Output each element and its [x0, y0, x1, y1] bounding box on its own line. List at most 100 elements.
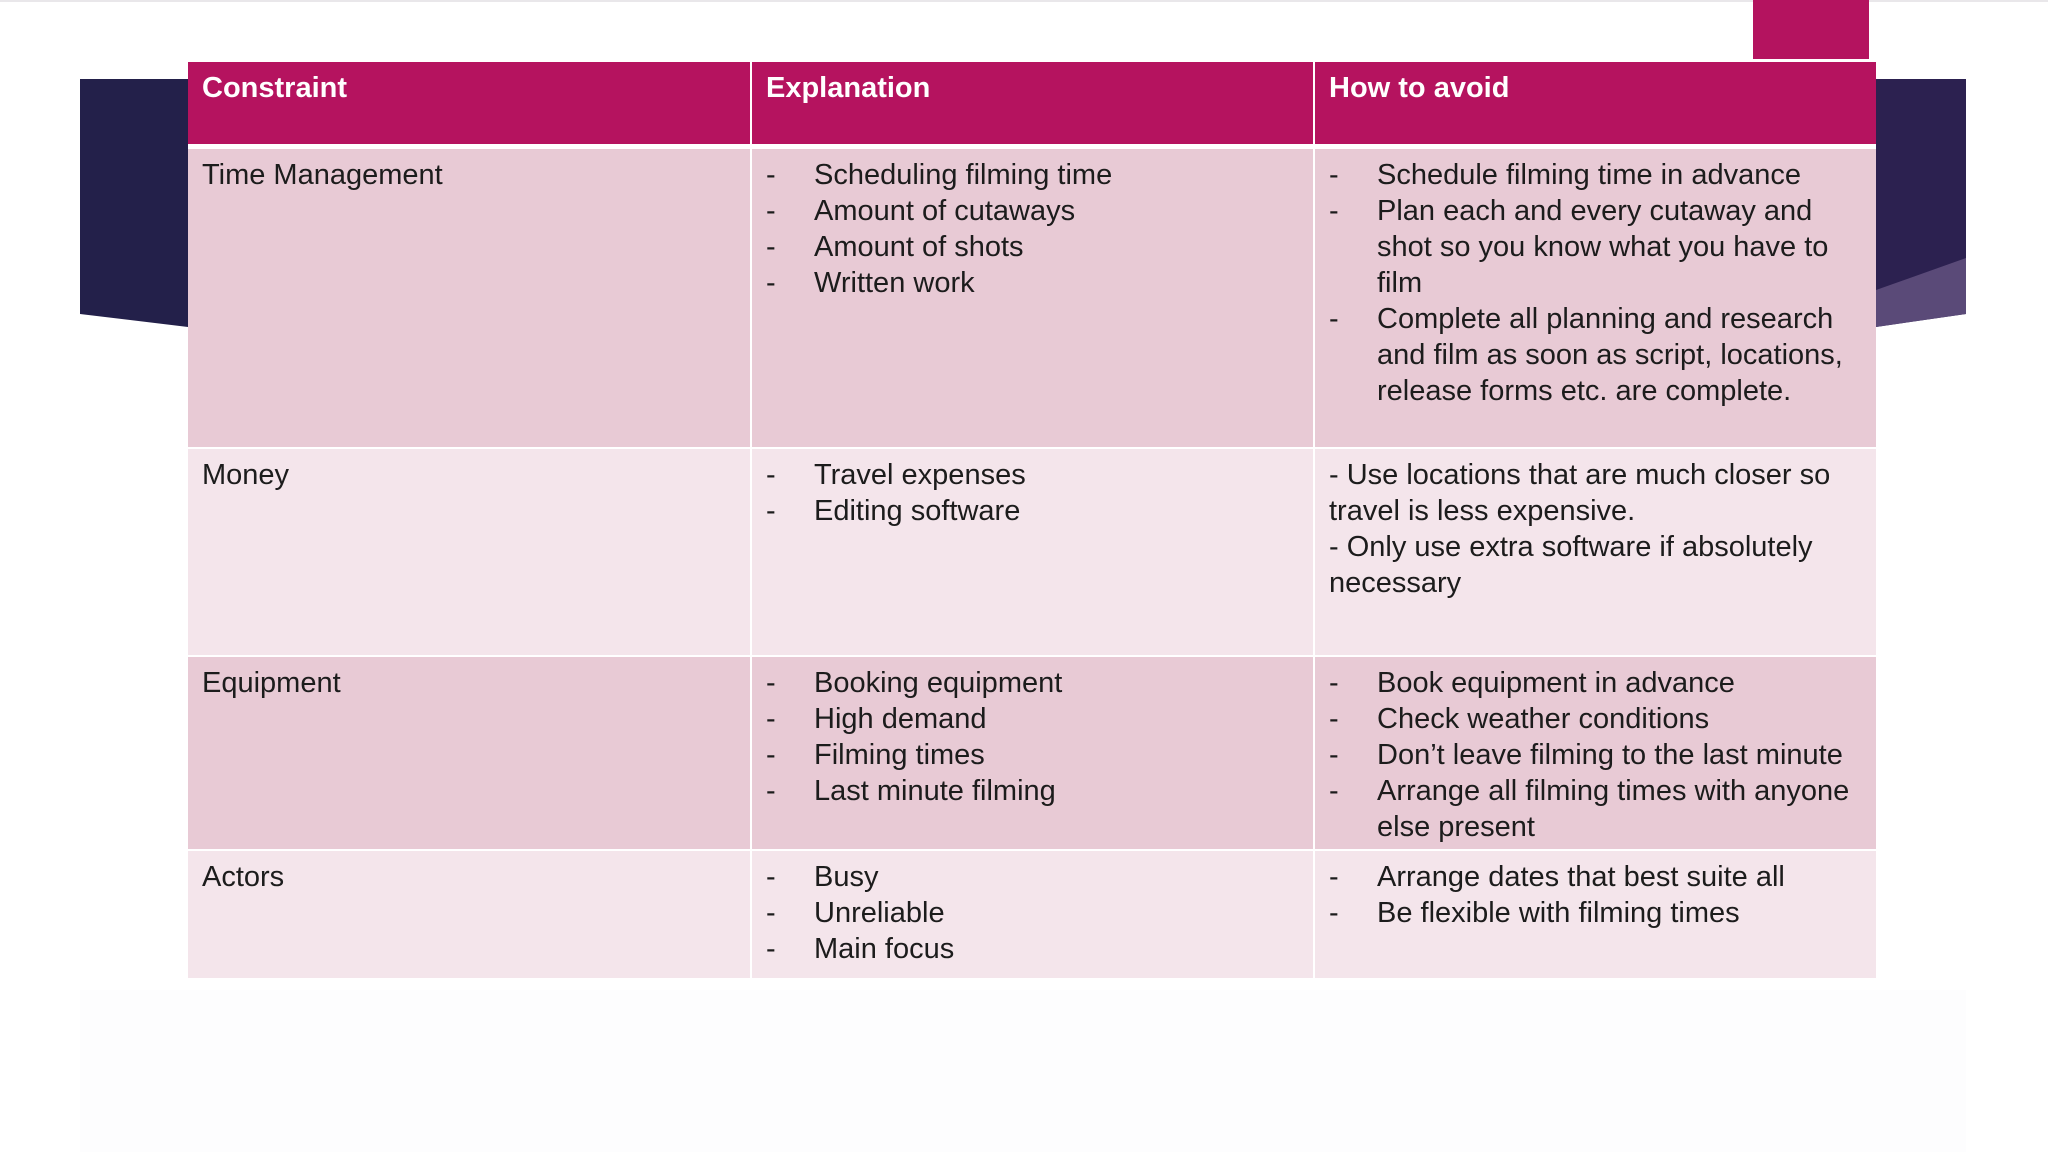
- list-item: - High demand: [766, 701, 1299, 737]
- list-item-text: Scheduling filming time: [814, 158, 1113, 191]
- dash-mark: -: [766, 230, 776, 263]
- dash-mark: -: [766, 897, 776, 929]
- dash-mark: -: [766, 459, 776, 491]
- constraint-cell: Time Management: [188, 146, 752, 449]
- header-constraint: Constraint: [188, 62, 752, 149]
- list-item-text: Unreliable: [814, 897, 945, 929]
- list-item: - Amount of cutaways: [766, 193, 1299, 229]
- dash-mark: -: [766, 495, 776, 527]
- list-item-text: Editing software: [814, 495, 1021, 527]
- list-item: - Arrange dates that best suite all: [1329, 859, 1862, 895]
- avoid-line: - Only use extra software if absolutely …: [1329, 531, 1813, 599]
- list-item: - Amount of shots: [766, 229, 1299, 265]
- avoid-list: - Book equipment in advance - Check weathe…: [1329, 665, 1862, 845]
- explanation-list: - Scheduling filming time - Amount of cuta…: [766, 157, 1299, 301]
- dash-mark: -: [1329, 861, 1339, 893]
- dash-mark: -: [766, 158, 776, 191]
- slide-bottom-shade: [80, 990, 1966, 1152]
- list-item-text: Booking equipment: [814, 667, 1063, 699]
- constraint-cell: Money: [188, 448, 752, 657]
- list-item-text: Filming times: [814, 739, 985, 771]
- avoid-list: - Arrange dates that best suite all - Be f…: [1329, 859, 1862, 931]
- list-item: - Book equipment in advance: [1329, 665, 1862, 701]
- explanation-cell: - Booking equipment - High demand - Filming…: [751, 656, 1315, 851]
- header-explanation: Explanation: [751, 62, 1315, 149]
- list-item: - Plan each and every cutaway and shot so…: [1329, 193, 1862, 301]
- dash-mark: -: [1329, 302, 1339, 335]
- dash-mark: -: [1329, 667, 1339, 699]
- table-header-row: Constraint Explanation How to avoid: [188, 62, 1876, 149]
- list-item-text: Schedule filming time in advance: [1377, 158, 1801, 191]
- explanation-cell: - Scheduling filming time - Amount of cuta…: [751, 146, 1315, 449]
- list-item: - Arrange all filming times with anyone e…: [1329, 773, 1862, 845]
- list-item: - Unreliable: [766, 895, 1299, 931]
- left-banner-shape: [80, 79, 188, 327]
- list-item-text: Main focus: [814, 933, 955, 965]
- right-banner-shape: [1876, 79, 1966, 327]
- list-item-text: Travel expenses: [814, 459, 1026, 491]
- dash-mark: -: [766, 266, 776, 299]
- list-item-text: High demand: [814, 703, 987, 735]
- explanation-cell: - Busy - Unreliable - Main focus: [751, 850, 1315, 980]
- list-item-text: Amount of shots: [814, 230, 1024, 263]
- table-row: Equipment - Booking equipment - High deman…: [188, 656, 1876, 851]
- list-item-text: Arrange all filming times with anyone el…: [1377, 775, 1850, 843]
- constraints-table-wrapper: Constraint Explanation How to avoid Time…: [188, 62, 1876, 980]
- avoid-line: - Use locations that are much closer so …: [1329, 459, 1831, 527]
- dash-mark: -: [1329, 739, 1339, 771]
- list-item: - Filming times: [766, 737, 1299, 773]
- dash-mark: -: [766, 194, 776, 227]
- list-item-text: Busy: [814, 861, 879, 893]
- list-item: - Main focus: [766, 931, 1299, 967]
- right-banner-highlight: [1876, 258, 1966, 327]
- list-item: - Scheduling filming time: [766, 157, 1299, 193]
- dash-mark: -: [766, 933, 776, 965]
- avoid-list: - Schedule filming time in advance - Plan …: [1329, 157, 1862, 409]
- list-item: - Last minute filming: [766, 773, 1299, 809]
- constraint-cell: Actors: [188, 850, 752, 980]
- list-item-text: Check weather conditions: [1377, 703, 1710, 735]
- constraint-cell: Equipment: [188, 656, 752, 851]
- list-item-text: Written work: [814, 266, 975, 299]
- dash-mark: -: [1329, 158, 1339, 191]
- constraints-table: Constraint Explanation How to avoid Time…: [188, 62, 1876, 980]
- accent-tab: [1753, 0, 1869, 59]
- table-row: Time Management - Scheduling filming time…: [188, 146, 1876, 449]
- list-item: - Complete all planning and research and …: [1329, 301, 1862, 409]
- avoid-cell: - Schedule filming time in advance - Plan …: [1314, 146, 1876, 449]
- dash-mark: -: [1329, 775, 1339, 807]
- list-item-text: Be flexible with filming times: [1377, 897, 1740, 929]
- table-row: Actors - Busy - Unreliable - Main focus - Ar…: [188, 850, 1876, 980]
- list-item: - Be flexible with filming times: [1329, 895, 1862, 931]
- table-row: Money - Travel expenses - Editing software…: [188, 448, 1876, 657]
- dash-mark: -: [1329, 897, 1339, 929]
- dash-mark: -: [1329, 194, 1339, 227]
- dash-mark: -: [766, 667, 776, 699]
- list-item: - Don’t leave filming to the last minute: [1329, 737, 1862, 773]
- list-item-text: Book equipment in advance: [1377, 667, 1735, 699]
- list-item-text: Amount of cutaways: [814, 194, 1076, 227]
- list-item-text: Arrange dates that best suite all: [1377, 861, 1785, 893]
- avoid-cell: - Use locations that are much closer so …: [1314, 448, 1876, 657]
- top-divider: [0, 0, 2048, 2]
- avoid-cell: - Arrange dates that best suite all - Be f…: [1314, 850, 1876, 980]
- dash-mark: -: [766, 739, 776, 771]
- list-item: - Schedule filming time in advance: [1329, 157, 1862, 193]
- list-item: - Editing software: [766, 493, 1299, 529]
- list-item-text: Complete all planning and research and f…: [1377, 302, 1843, 407]
- explanation-list: - Travel expenses - Editing software: [766, 457, 1299, 529]
- explanation-list: - Busy - Unreliable - Main focus: [766, 859, 1299, 967]
- avoid-cell: - Book equipment in advance - Check weathe…: [1314, 656, 1876, 851]
- list-item: - Travel expenses: [766, 457, 1299, 493]
- dash-mark: -: [766, 703, 776, 735]
- dash-mark: -: [1329, 703, 1339, 735]
- explanation-list: - Booking equipment - High demand - Filming…: [766, 665, 1299, 809]
- list-item: - Booking equipment: [766, 665, 1299, 701]
- list-item-text: Plan each and every cutaway and shot so …: [1377, 194, 1829, 299]
- dash-mark: -: [766, 861, 776, 893]
- list-item: - Check weather conditions: [1329, 701, 1862, 737]
- list-item-text: Don’t leave filming to the last minute: [1377, 739, 1843, 771]
- list-item: - Written work: [766, 265, 1299, 301]
